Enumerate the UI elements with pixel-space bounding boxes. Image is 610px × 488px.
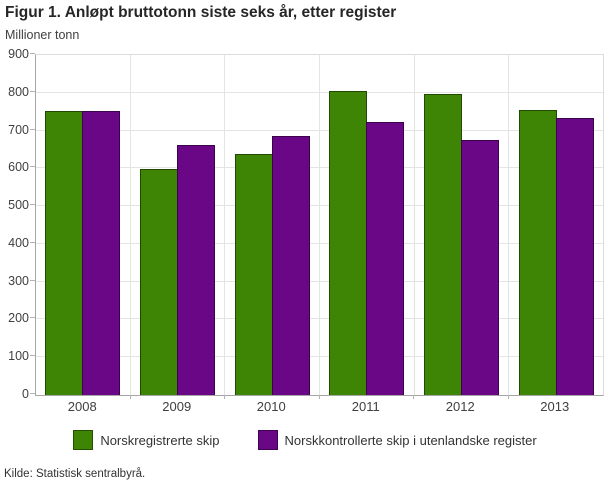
y-tick-mark-300 (30, 279, 35, 281)
y-tick-label-500: 500 (8, 198, 29, 213)
y-tick-label-600: 600 (8, 160, 29, 175)
bar-group-2010 (225, 55, 321, 395)
bar-2011-norskkontrollerte (366, 121, 405, 395)
y-tick-mark-800 (30, 90, 35, 92)
bar-group-2009 (131, 55, 226, 395)
bar-2009-norskregistrerte (140, 169, 178, 395)
bar-group-2012 (415, 55, 510, 395)
y-tick-mark-400 (30, 241, 35, 243)
bar-2013-norskkontrollerte (555, 118, 594, 395)
y-tick-label-100: 100 (8, 349, 29, 364)
x-tick-mark-1 (129, 395, 131, 399)
x-axis: 2008 2009 2010 2011 2012 2013 (35, 399, 602, 414)
bar-2009-norskkontrollerte (177, 144, 215, 395)
legend-label-norskregistrerte: Norskregistrerte skip (100, 432, 220, 448)
bar-2012-norskkontrollerte (461, 140, 500, 395)
plot-area (35, 54, 604, 396)
y-tick-label-400: 400 (8, 235, 29, 250)
y-tick-mark-500 (30, 204, 35, 206)
x-tick-label-2010: 2010 (256, 399, 286, 414)
bar-2010-norskregistrerte (234, 153, 273, 395)
x-tick-label-2013: 2013 (540, 399, 570, 414)
chart-title: Figur 1. Anløpt bruttotonn siste seks år… (5, 4, 397, 21)
x-tick-mark-4 (413, 395, 414, 399)
bar-group-2011 (320, 55, 415, 395)
legend-swatch-purple (257, 430, 278, 450)
bar-2010-norskkontrollerte (271, 135, 310, 395)
x-tick-mark-2 (224, 395, 225, 399)
legend-label-norskkontrollerte: Norskkontrollerte skip i utenlandske reg… (284, 432, 537, 448)
legend-item-norskkontrollerte: Norskkontrollerte skip i utenlandske reg… (257, 430, 537, 450)
x-tick-label-2009: 2009 (162, 399, 192, 414)
legend-swatch-green (73, 430, 94, 450)
y-tick-label-900: 900 (8, 47, 29, 61)
y-tick-mark-100 (30, 355, 35, 357)
y-axis: 0 100 200 300 400 500 600 700 800 900 (0, 47, 35, 401)
x-tick-mark-3 (318, 395, 320, 399)
x-tick-label-2011: 2011 (351, 399, 380, 414)
y-tick-mark-600 (30, 166, 35, 168)
bar-2011-norskregistrerte (329, 91, 368, 395)
x-tick-label-2012: 2012 (445, 399, 475, 414)
x-tick-label-2008: 2008 (67, 399, 97, 414)
y-tick-label-0: 0 (22, 387, 29, 401)
legend: Norskregistrerte skip Norskkontrollerte … (0, 430, 610, 450)
bar-2008-norskregistrerte (45, 110, 84, 395)
y-tick-mark-700 (30, 128, 35, 130)
y-tick-label-200: 200 (8, 311, 29, 326)
x-tick-mark-5 (507, 395, 509, 399)
y-tick-label-800: 800 (8, 84, 29, 99)
y-tick-mark-200 (30, 317, 35, 319)
bar-2008-norskkontrollerte (82, 111, 121, 395)
y-tick-label-300: 300 (8, 273, 29, 288)
source-note: Kilde: Statistisk sentralbyrå. (4, 468, 146, 480)
y-tick-label-700: 700 (8, 122, 29, 137)
bar-group-2013 (509, 55, 603, 395)
bar-2013-norskregistrerte (518, 109, 557, 395)
bar-groups (36, 55, 603, 395)
bar-2012-norskregistrerte (424, 93, 463, 395)
bar-group-2008 (36, 55, 131, 395)
legend-item-norskregistrerte: Norskregistrerte skip (73, 430, 220, 450)
y-tick-mark-0 (30, 393, 35, 394)
y-tick-mark-900 (30, 53, 35, 54)
y-axis-unit-label: Millioner tonn (5, 28, 80, 42)
